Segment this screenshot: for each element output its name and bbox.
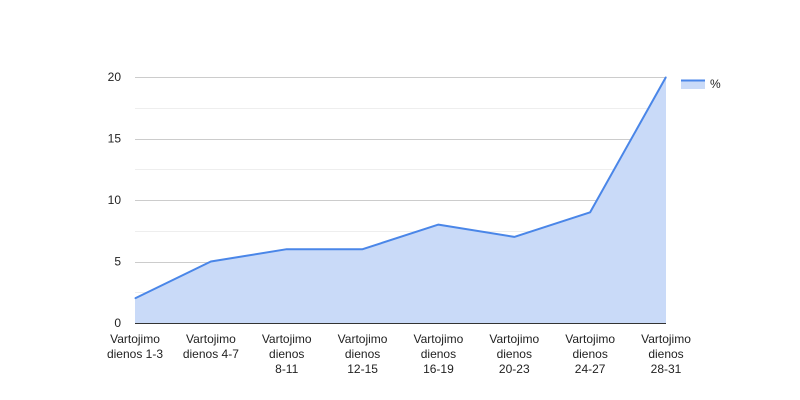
x-tick-label: Vartojimo dienos 24-27 <box>565 332 615 376</box>
x-tick-label: Vartojimo dienos 4-7 <box>183 332 239 361</box>
y-tick-label: 20 <box>108 70 122 84</box>
x-tick-label: Vartojimo dienos 16-19 <box>414 332 464 376</box>
data-point <box>210 261 212 262</box>
data-point <box>437 224 439 226</box>
legend-label: % <box>710 77 721 91</box>
y-tick-label: 15 <box>108 132 122 146</box>
legend: % <box>681 77 721 91</box>
x-tick-label: Vartojimo dienos 28-31 <box>641 332 691 376</box>
y-tick-label: 0 <box>114 316 121 330</box>
y-tick-label: 5 <box>114 255 121 269</box>
area-layer <box>134 76 667 323</box>
data-point <box>589 211 591 213</box>
series-line <box>134 76 667 300</box>
data-point <box>362 248 364 250</box>
axis-layer: 0 5 10 15 20 Vartojimo dienos 1-3 Vartojimo dien… <box>107 70 691 376</box>
data-point <box>513 236 515 238</box>
data-point <box>665 76 667 78</box>
x-tick-label: Vartojimo dienos 1-3 <box>107 332 163 361</box>
x-tick-label: Vartojimo dienos 20-23 <box>489 332 539 376</box>
data-point <box>286 248 288 250</box>
x-tick-label: Vartojimo dienos 8-11 <box>262 332 312 376</box>
data-point <box>134 297 136 299</box>
x-tick-label: Vartojimo dienos 12-15 <box>338 332 388 376</box>
legend-swatch <box>681 80 705 89</box>
series-area <box>135 77 666 323</box>
y-tick-label: 10 <box>108 193 122 207</box>
